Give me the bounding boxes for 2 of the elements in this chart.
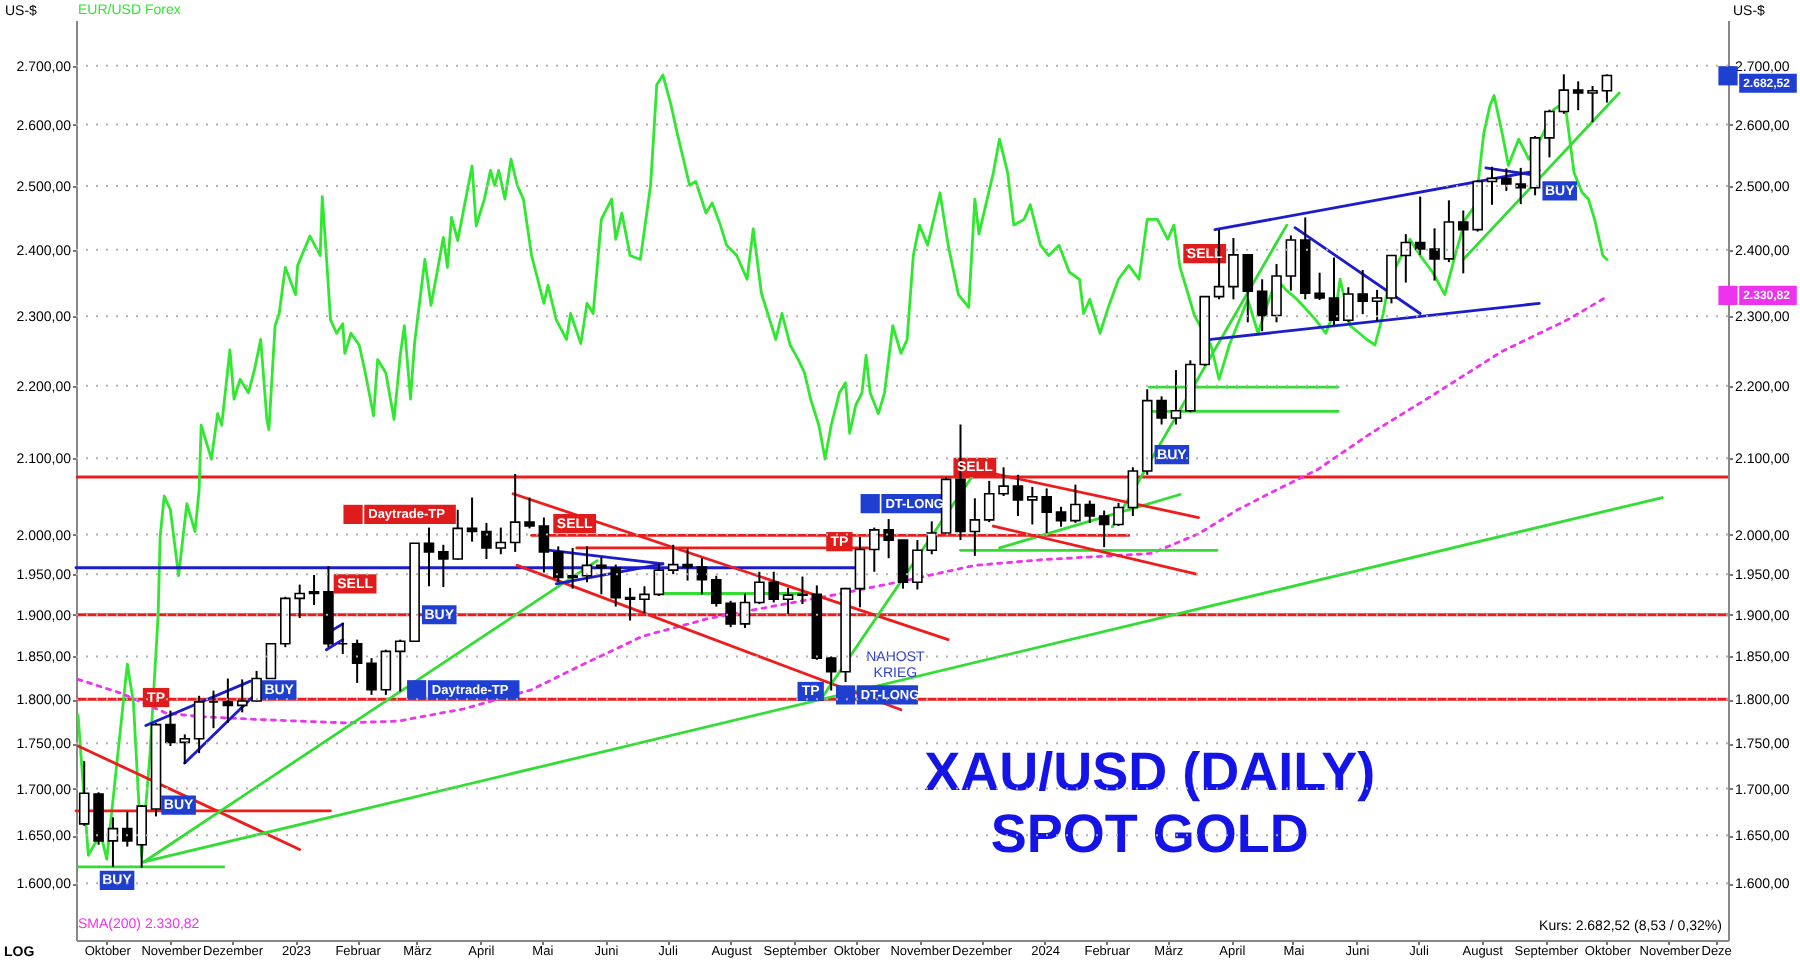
text: SPOT GOLD <box>990 804 1309 865</box>
text: XAU/USD (DAILY) <box>924 742 1376 803</box>
